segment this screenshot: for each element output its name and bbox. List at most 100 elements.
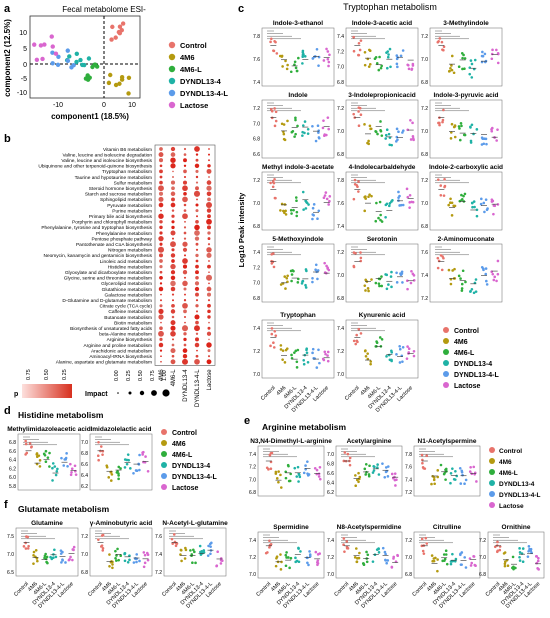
data-point [108,565,111,568]
data-point [293,60,297,64]
data-point [297,560,301,564]
pathway-dot [207,231,211,235]
data-point [62,464,66,467]
data-point [323,350,327,354]
data-point [503,560,507,564]
data-point [470,201,474,205]
data-point [279,553,282,556]
data-point [518,559,522,562]
data-point [285,551,288,554]
data-point [326,57,330,61]
x-group-label: 4M6 [498,581,510,593]
data-point [472,291,476,295]
data-point [306,132,310,135]
pathway-dot [170,230,176,236]
data-point [407,63,410,67]
data-point [296,281,300,284]
y-tick-label: 5 [23,46,27,53]
data-point [294,66,298,70]
data-point [375,201,378,205]
pathway-dot [183,287,187,291]
data-point [289,472,292,476]
scatter-point-4M6 [126,91,131,96]
data-point [449,562,453,566]
data-point [128,558,131,562]
data-point [443,185,446,189]
data-point [70,471,73,474]
pathway-dot [183,169,187,174]
data-point [432,557,436,560]
scatter-point-DYNDL13-4-L [56,54,61,59]
data-point [44,460,48,464]
data-point [358,475,362,479]
y-tick: 7.2 [249,465,256,471]
pathway-dot [159,180,163,185]
scatter-point-4M6 [126,75,132,80]
data-point [387,53,390,56]
data-point [460,282,464,286]
data-point [369,127,373,131]
data-point [424,536,428,540]
metabolite-title: Glutamine [31,520,63,527]
data-point [406,345,409,348]
legend-swatch [161,484,167,490]
pathway-dot [183,164,187,167]
metabolite-title: N-Acetyl-L-glutamine [162,520,228,527]
data-point [454,469,457,473]
data-point [297,473,301,477]
data-point [352,339,356,343]
data-point [101,449,105,453]
data-point [379,213,382,217]
metabolite-title: Indole-3-ethanol [273,20,323,27]
data-point [146,469,150,473]
pathway-label: Caffeine metabolism [108,309,152,315]
pathway-dot [159,265,163,269]
legend-swatch [168,41,176,49]
pathway-dot [207,164,211,168]
pathway-dot [195,219,199,224]
data-point [69,462,72,466]
data-point [468,72,472,76]
data-point [362,562,365,565]
data-point [279,348,283,351]
x-group-label: 4M6 [175,581,187,593]
data-point [401,203,405,207]
y-tick: 7.0 [327,572,334,578]
data-point [191,548,195,552]
data-point [377,68,381,72]
panel-d-title: Histidine metabolism [18,410,104,420]
data-point [279,344,283,347]
data-point [358,551,361,555]
data-point [383,550,387,554]
data-point [144,455,147,458]
y-tick: 7.0 [337,65,344,71]
pathway-dot [159,169,163,174]
data-point [384,466,388,469]
pathway-dot [206,359,212,365]
pathway-dot [170,152,176,157]
data-point [69,473,73,477]
pathway-dot [207,326,211,330]
mini-frame [257,445,325,497]
legend-label: Control [499,448,522,455]
y-tick: 6.4 [81,473,88,479]
data-point [269,181,272,185]
column-label: Lactose [207,369,213,391]
legend-swatch [489,480,495,486]
data-point [436,558,439,561]
data-point [377,282,381,285]
data-point [406,128,410,132]
y-tick: 6.8 [421,224,428,230]
data-point [304,207,308,210]
data-point [356,340,359,344]
pathway-dot [171,343,175,347]
data-point [101,546,105,550]
y-tick: 7.0 [337,273,344,279]
pathway-dot [195,186,199,191]
pathway-dot [195,270,199,275]
data-point [374,129,377,133]
data-point [311,351,314,355]
data-point [207,544,210,548]
data-point [32,562,35,565]
y-tick: 6.6 [81,462,88,468]
